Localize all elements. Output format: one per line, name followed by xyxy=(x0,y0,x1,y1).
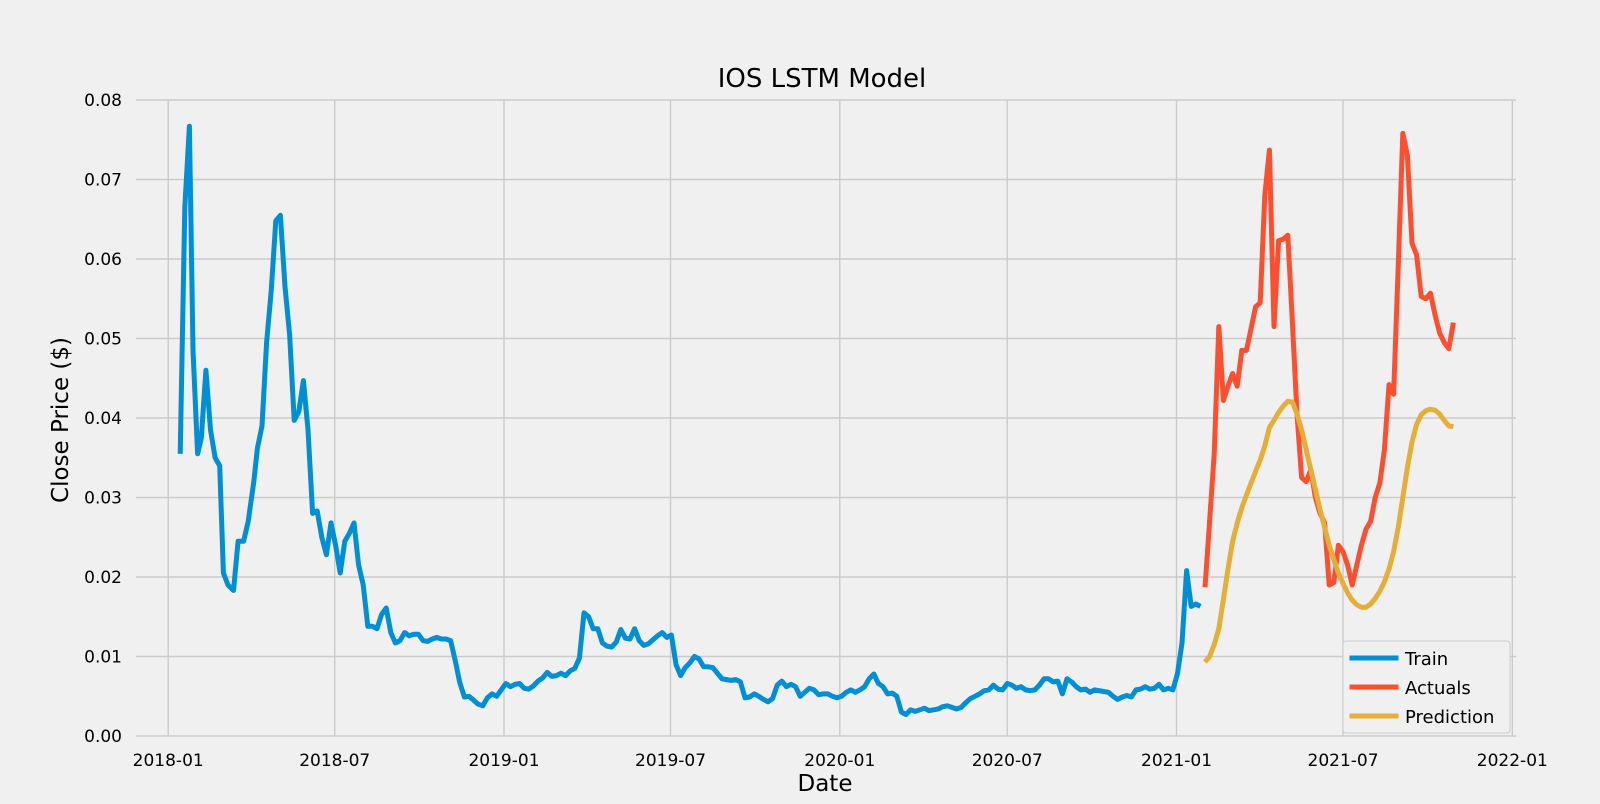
legend-label-actuals: Actuals xyxy=(1405,678,1471,699)
series-line-train xyxy=(177,123,1202,717)
grid-layer xyxy=(136,99,1516,737)
legend-box xyxy=(1342,640,1511,734)
x-tick-label: 2021-07 xyxy=(1308,751,1379,771)
y-tick-label: 0.01 xyxy=(84,648,122,668)
legend-label-prediction: Prediction xyxy=(1405,707,1494,728)
x-tick-labels: 2018-01 2018-07 2019-01 2019-07 2020-01 2020-… xyxy=(133,751,1548,771)
series-line-prediction xyxy=(1203,398,1454,664)
y-tick-label: 0.07 xyxy=(84,171,122,191)
y-tick-label: 0.04 xyxy=(84,409,122,429)
chart-title: IOS LSTM Model xyxy=(718,64,927,94)
x-tick-label: 2018-07 xyxy=(299,751,370,771)
x-tick-label: 2020-01 xyxy=(804,751,875,771)
y-axis-label: Close Price ($) xyxy=(48,337,74,503)
x-tick-label: 2021-01 xyxy=(1141,751,1212,771)
y-tick-label: 0.05 xyxy=(84,330,122,350)
series-line-actuals xyxy=(1202,130,1456,588)
x-tick-label: 2020-07 xyxy=(972,751,1043,771)
legend-label-train: Train xyxy=(1404,649,1448,670)
y-tick-label: 0.03 xyxy=(84,489,122,509)
y-tick-label: 0.00 xyxy=(84,727,122,747)
y-tick-label: 0.06 xyxy=(84,250,122,270)
series-layer xyxy=(177,123,1456,717)
x-tick-label: 2019-07 xyxy=(635,751,706,771)
x-tick-label: 2022-01 xyxy=(1477,751,1548,771)
y-tick-labels: 0.00 0.01 0.02 0.03 0.04 0.05 0.06 0.07 0.08 xyxy=(84,91,122,747)
legend: Train Actuals Prediction xyxy=(1342,640,1511,734)
x-axis-label: Date xyxy=(798,771,853,797)
y-tick-label: 0.02 xyxy=(84,568,122,588)
y-tick-label: 0.08 xyxy=(84,91,122,111)
x-tick-label: 2019-01 xyxy=(468,751,539,771)
x-tick-label: 2018-01 xyxy=(133,751,204,771)
